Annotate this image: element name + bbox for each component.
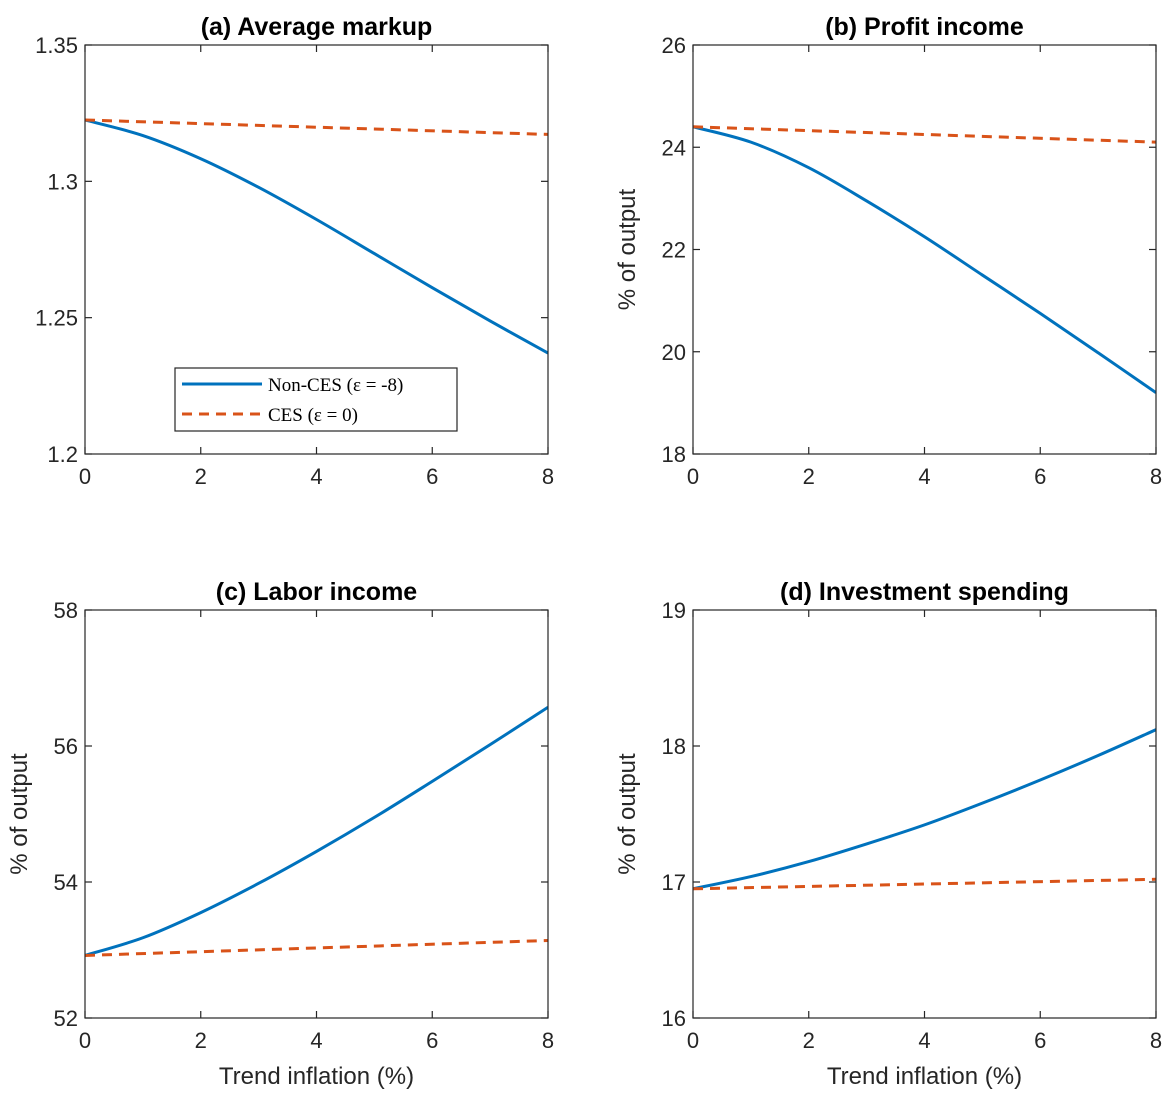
series-non-ces-line-b <box>693 125 1156 394</box>
y-tick-label: 19 <box>662 598 686 623</box>
series-non-ces-line-d <box>693 728 1156 891</box>
legend-label-non-ces: Non-CES (ε = -8) <box>268 375 403 396</box>
series-ces-line-a <box>85 118 548 136</box>
x-tick-label: 6 <box>1034 464 1046 489</box>
y-tick-label: 56 <box>54 734 78 759</box>
y-tick-label: 54 <box>54 870 78 895</box>
legend-label-ces: CES (ε = 0) <box>268 405 358 426</box>
x-tick-label: 4 <box>310 1028 322 1053</box>
series-non-ces-line-c <box>85 705 548 957</box>
y-tick-label: 17 <box>662 870 686 895</box>
x-tick-label: 0 <box>79 1028 91 1053</box>
y-tick-label: 18 <box>662 442 686 467</box>
series-ces-line-b <box>693 125 1156 144</box>
legend: Non-CES (ε = -8) CES (ε = 0) <box>174 367 458 432</box>
x-tick-label: 6 <box>1034 1028 1046 1053</box>
y-tick-label: 22 <box>662 238 686 263</box>
y-tick-label: 26 <box>662 33 686 58</box>
x-tick-label: 6 <box>426 464 438 489</box>
y-axis-label-b: % of output <box>614 188 641 310</box>
x-tick-label: 8 <box>542 464 554 489</box>
y-tick-label: 16 <box>662 1006 686 1031</box>
x-tick-label: 8 <box>1150 464 1162 489</box>
panel-title-b: (b) Profit income <box>825 13 1024 41</box>
panel-c: 0 2 4 6 8 52 54 56 58 (c) Labor income Trend infla… <box>6 578 554 1090</box>
series-ces-line-c <box>85 938 548 957</box>
y-tick-label: 24 <box>662 135 686 160</box>
axes-box-b <box>692 44 1157 455</box>
panel-d: 0 2 4 6 8 16 17 18 19 (d) Investment spending Tren… <box>614 578 1162 1090</box>
y-tick-label: 1.2 <box>47 442 78 467</box>
x-tick-label: 0 <box>687 464 699 489</box>
y-tick-label: 20 <box>662 340 686 365</box>
panel-title-a: (a) Average markup <box>201 13 433 41</box>
x-tick-label: 4 <box>918 464 930 489</box>
x-tick-label: 8 <box>1150 1028 1162 1053</box>
y-tick-label: 18 <box>662 734 686 759</box>
x-tick-label: 8 <box>542 1028 554 1053</box>
legend-box <box>174 367 458 432</box>
y-tick-label: 52 <box>54 1006 78 1031</box>
x-tick-label: 2 <box>195 1028 207 1053</box>
x-tick-label: 4 <box>918 1028 930 1053</box>
x-tick-label: 4 <box>310 464 322 489</box>
axes-box-d <box>692 609 1157 1019</box>
x-tick-label: 0 <box>687 1028 699 1053</box>
panel-a: 0 2 4 6 8 1.2 1.25 1.3 1.35 (a) Average markup <box>35 13 554 489</box>
series-ces-line-d <box>693 877 1156 891</box>
x-axis-label-d: Trend inflation (%) <box>827 1063 1022 1090</box>
x-tick-label: 0 <box>79 464 91 489</box>
panel-title-d: (d) Investment spending <box>780 578 1069 606</box>
x-tick-label: 6 <box>426 1028 438 1053</box>
x-tick-label: 2 <box>803 1028 815 1053</box>
x-tick-label: 2 <box>803 464 815 489</box>
y-axis-label-d: % of output <box>614 753 641 875</box>
axes-box-c <box>84 609 549 1019</box>
panel-title-c: (c) Labor income <box>216 578 418 606</box>
y-axis-label-c: % of output <box>6 753 33 875</box>
x-tick-label: 2 <box>195 464 207 489</box>
y-tick-label: 1.3 <box>47 169 78 194</box>
y-tick-label: 58 <box>54 598 78 623</box>
y-tick-label: 1.25 <box>35 306 78 331</box>
series-non-ces-line-a <box>85 118 548 355</box>
y-tick-label: 1.35 <box>35 33 78 58</box>
x-axis-label-c: Trend inflation (%) <box>219 1063 414 1090</box>
